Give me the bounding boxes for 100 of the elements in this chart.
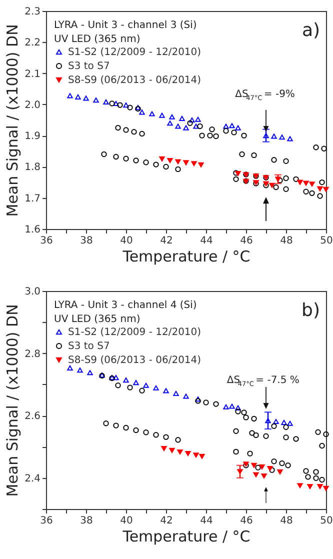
point	[315, 429, 321, 435]
point	[319, 179, 325, 186]
x-tick-label: 48	[280, 236, 293, 246]
x-tick-label: 36	[40, 516, 53, 526]
legend-label: S8-S9 (06/2013 - 06/2014)	[68, 75, 202, 86]
point	[313, 469, 319, 475]
y-tick-label: 2.0	[24, 100, 40, 111]
y-tick-label: 3.0	[24, 286, 40, 298]
y-axis-title: Mean Signal / (x1000) DN	[4, 304, 22, 497]
annotation: UV LED (365 nm)	[54, 34, 140, 45]
point	[233, 428, 239, 434]
y-tick-label: 2.8	[24, 348, 40, 360]
point	[263, 433, 269, 439]
annotation: UV LED (365 nm)	[54, 314, 140, 325]
point	[317, 186, 323, 192]
x-tick-label: 36	[40, 236, 53, 246]
x-tick-label: 40	[120, 516, 133, 526]
point	[233, 176, 239, 182]
point	[271, 423, 277, 429]
point	[309, 190, 315, 196]
point	[223, 404, 229, 410]
point	[133, 380, 139, 386]
legend-label: S3 to S7	[68, 341, 110, 352]
y-tick-label: 1.7	[24, 193, 40, 204]
point	[273, 184, 279, 190]
point	[169, 448, 175, 453]
point	[143, 382, 149, 388]
x-tick-label: 38	[80, 236, 93, 246]
point	[163, 164, 169, 170]
point	[175, 437, 181, 443]
point	[123, 156, 129, 162]
x-tick-label: 42	[160, 236, 173, 246]
point	[273, 418, 279, 424]
point	[321, 146, 327, 152]
point	[305, 474, 311, 480]
point	[319, 442, 325, 449]
y-axis-title: Mean Signal / (x1000) DN	[4, 24, 22, 217]
point	[173, 390, 179, 396]
point	[103, 420, 109, 426]
point	[159, 112, 165, 118]
point	[93, 98, 99, 103]
point	[283, 424, 289, 430]
point	[195, 116, 201, 122]
point	[235, 408, 241, 414]
point	[253, 432, 259, 438]
point	[317, 193, 323, 199]
point	[233, 448, 239, 455]
point	[185, 451, 191, 456]
point	[183, 160, 189, 166]
point	[115, 124, 121, 131]
point	[253, 472, 259, 478]
annotation: LYRA - Unit 3 - channel 4 (Si)	[54, 300, 197, 311]
point	[179, 116, 185, 121]
point	[167, 120, 173, 126]
point	[123, 127, 129, 133]
point	[175, 166, 181, 172]
point	[101, 151, 107, 158]
point	[175, 159, 181, 164]
point	[123, 378, 129, 383]
point	[323, 486, 329, 491]
point	[309, 182, 315, 187]
point	[113, 375, 119, 380]
point	[323, 186, 329, 192]
point	[77, 368, 83, 373]
point	[271, 134, 277, 139]
x-tick-label: 44	[200, 516, 213, 526]
point	[187, 120, 193, 126]
point	[223, 124, 229, 129]
point	[281, 420, 287, 425]
point	[131, 128, 137, 135]
point	[183, 394, 189, 399]
point	[261, 473, 267, 479]
point	[139, 110, 145, 115]
point	[303, 188, 309, 194]
point	[197, 123, 203, 130]
x-tick-label: 44	[200, 236, 213, 246]
point	[83, 96, 89, 101]
point	[285, 462, 291, 468]
point	[265, 418, 271, 424]
point	[67, 365, 73, 370]
point	[235, 125, 241, 130]
point	[75, 94, 81, 100]
point	[133, 427, 139, 434]
point	[223, 128, 229, 134]
point	[139, 130, 145, 137]
point	[251, 462, 257, 468]
point	[153, 432, 159, 438]
point	[199, 454, 205, 459]
x-tick-label: 50	[320, 516, 333, 526]
point	[235, 405, 241, 410]
point	[297, 180, 303, 185]
point	[87, 370, 93, 376]
point	[123, 424, 129, 431]
point	[169, 114, 175, 120]
point	[241, 132, 247, 138]
point	[297, 483, 303, 488]
point	[161, 446, 167, 452]
point	[103, 99, 109, 104]
point	[113, 154, 119, 160]
x-tick-label: 50	[320, 236, 333, 246]
